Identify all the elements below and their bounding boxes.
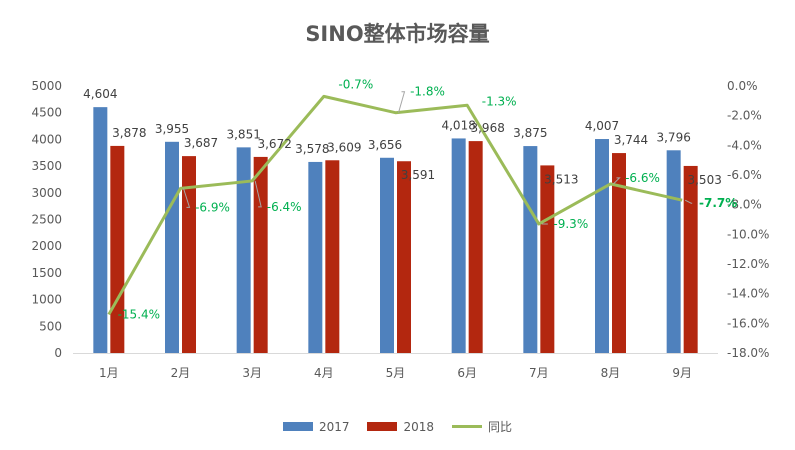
data-label-2018: 3,609 xyxy=(327,140,361,154)
bar-2017 xyxy=(666,150,681,353)
legend-swatch xyxy=(452,425,483,428)
bar-2017 xyxy=(308,161,323,353)
y-right-tick-label: -14.0% xyxy=(727,287,769,301)
data-label-2018: 3,744 xyxy=(614,133,648,147)
data-label-2017: 3,656 xyxy=(368,138,402,152)
bar-2018 xyxy=(325,160,340,353)
data-label-leader xyxy=(684,199,693,204)
data-label-leader xyxy=(183,188,191,208)
x-tick-label: 7月 xyxy=(529,366,549,380)
legend-item: 同比 xyxy=(452,418,512,435)
bar-2018 xyxy=(253,156,268,353)
data-label-2017: 3,851 xyxy=(226,127,260,141)
bar-2017 xyxy=(523,146,538,353)
y-left-tick-label: 3500 xyxy=(31,159,62,173)
data-label-2017: 4,604 xyxy=(83,87,117,101)
data-label-2018: 3,968 xyxy=(470,121,504,135)
legend: 2017 2018 同比 xyxy=(0,418,795,435)
y-left-tick-label: 4000 xyxy=(31,132,62,146)
x-tick-label: 5月 xyxy=(386,366,406,380)
data-label-leader xyxy=(254,180,262,208)
data-label-2017: 3,578 xyxy=(295,142,329,156)
y-right-tick-label: -12.0% xyxy=(727,257,769,271)
data-label-yoy: -7.7% xyxy=(699,196,737,210)
y-left-tick-label: 1000 xyxy=(31,293,62,307)
legend-label: 2017 xyxy=(318,419,350,434)
data-label-leader xyxy=(613,177,621,185)
x-tick-label: 9月 xyxy=(672,366,692,380)
y-right-tick-label: -6.0% xyxy=(727,168,762,182)
x-tick-label: 8月 xyxy=(601,366,621,380)
data-label-yoy: -6.6% xyxy=(625,171,660,185)
y-right-tick-label: -18.0% xyxy=(727,346,769,360)
y-right-tick-label: -4.0% xyxy=(727,138,762,152)
data-label-2018: 3,503 xyxy=(687,173,721,187)
legend-swatch xyxy=(282,422,313,431)
y-right-tick-label: -10.0% xyxy=(727,227,769,241)
bar-2018 xyxy=(397,161,411,353)
data-label-yoy: -6.9% xyxy=(195,200,230,214)
chart-title: SINO整体市场容量 xyxy=(305,22,490,46)
data-label-2017: 3,955 xyxy=(155,122,189,136)
y-left-tick-label: 0 xyxy=(54,346,62,360)
y-left-tick-label: 2000 xyxy=(31,239,62,253)
bar-2017 xyxy=(165,141,179,353)
data-label-2018: 3,591 xyxy=(401,168,435,182)
x-tick-label: 4月 xyxy=(314,366,334,380)
data-label-2018: 3,672 xyxy=(257,137,291,151)
data-label-2018: 3,513 xyxy=(544,172,578,186)
line-yoy xyxy=(107,94,683,316)
y-left-tick-label: 4500 xyxy=(31,106,62,120)
legend-item: 2017 xyxy=(282,419,350,434)
y-right-tick-label: -8.0% xyxy=(727,198,762,212)
bar-2018 xyxy=(468,141,483,353)
bar-2018 xyxy=(612,153,626,353)
y-left-tick-label: 500 xyxy=(39,319,62,333)
y-right-tick-label: 0.0% xyxy=(727,79,758,93)
x-tick-label: 2月 xyxy=(171,366,191,380)
data-label-2017: 3,796 xyxy=(656,130,690,144)
bar-2017 xyxy=(380,157,394,353)
data-label-2018: 3,687 xyxy=(184,136,218,150)
bar-2018 xyxy=(540,165,555,353)
y-left-tick-label: 1500 xyxy=(31,266,62,280)
data-label-yoy: -9.3% xyxy=(553,217,588,231)
legend-label: 同比 xyxy=(488,420,513,434)
legend-label: 2018 xyxy=(403,419,435,434)
y-left-tick-label: 5000 xyxy=(31,79,62,93)
bar-2017 xyxy=(595,139,609,353)
x-tick-label: 1月 xyxy=(99,366,119,380)
data-label-yoy: -1.3% xyxy=(482,94,517,108)
data-label-2017: 4,007 xyxy=(585,119,619,133)
data-label-yoy: -15.4% xyxy=(118,307,160,321)
bar-2018 xyxy=(182,156,196,353)
y-left-tick-label: 2500 xyxy=(31,213,62,227)
data-label-2017: 4,018 xyxy=(441,118,475,132)
x-tick-label: 3月 xyxy=(242,366,262,380)
bar-2017 xyxy=(451,138,466,353)
x-tick-label: 6月 xyxy=(457,366,477,380)
y-left-tick-label: 3000 xyxy=(31,186,62,200)
legend-swatch xyxy=(367,422,398,431)
bar-2017 xyxy=(93,107,108,354)
legend-item: 2018 xyxy=(367,420,434,434)
data-label-yoy: -0.7% xyxy=(338,77,373,91)
data-label-2017: 3,875 xyxy=(513,126,547,140)
bar-2018 xyxy=(110,145,125,353)
y-right-tick-label: -2.0% xyxy=(727,109,762,123)
data-label-2018: 3,878 xyxy=(112,126,146,140)
y-right-tick-label: -16.0% xyxy=(727,316,769,330)
data-label-yoy: -1.8% xyxy=(410,85,445,99)
data-label-yoy: -6.4% xyxy=(267,200,302,214)
bar-2018 xyxy=(683,165,698,353)
data-label-leader xyxy=(398,91,406,113)
bar-2017 xyxy=(236,147,251,353)
